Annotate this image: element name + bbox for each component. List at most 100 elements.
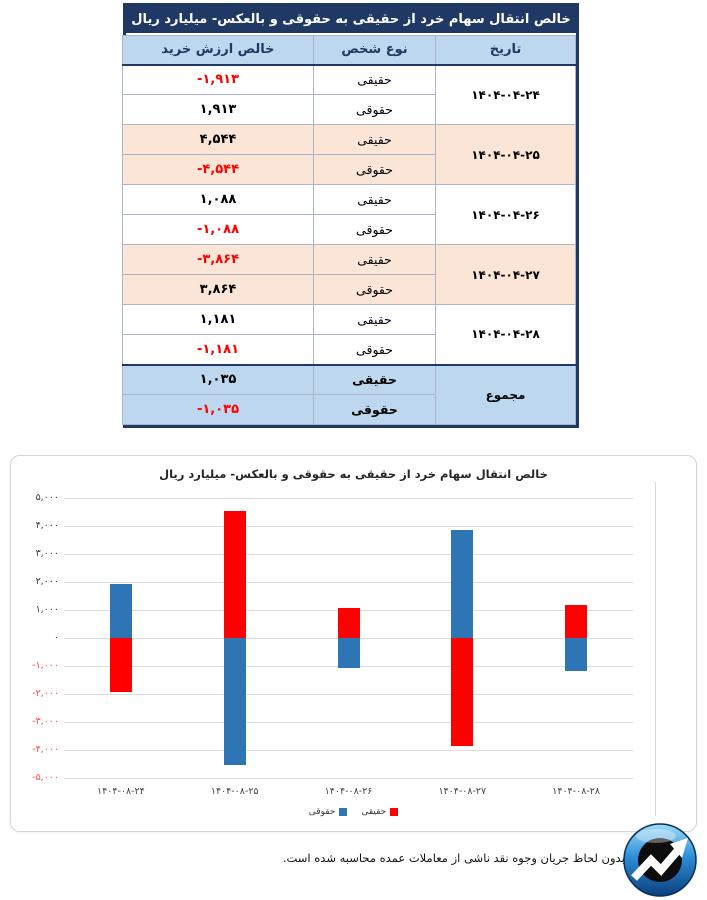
- legend-swatch: [339, 808, 348, 816]
- bar-positive: [451, 529, 474, 638]
- net-value-cell: ۴,۵۴۴: [122, 124, 314, 155]
- bar-negative: [451, 638, 474, 747]
- table-row: حقوقی ۱,۹۱۳: [122, 94, 576, 125]
- table-row: ۱۴۰۴-۰۴-۲۸ حقیقی ۱,۱۸۱: [122, 304, 576, 365]
- table-row: ۱۴۰۴-۰۴-۲۷ حقیقی -۳,۸۶۴: [122, 244, 576, 305]
- total-label-cell: مجموع: [435, 363, 576, 425]
- table-row: حقوقی -۱,۰۸۸: [122, 214, 576, 245]
- bar-positive: [337, 607, 360, 638]
- y-axis-tick-label: -۲,۰۰۰: [32, 688, 59, 699]
- net-value-cell: -۱,۱۸۱: [122, 334, 314, 365]
- chart-plot-area: [64, 498, 633, 779]
- person-type-cell: حقیقی: [313, 363, 436, 395]
- chart-title: خالص انتقال سهام خرد از حقیقی به حقوقی و…: [159, 467, 548, 481]
- y-axis-tick-label: ۴,۰۰۰: [35, 520, 59, 531]
- y-axis-tick-label: ۱,۰۰۰: [35, 604, 59, 615]
- date-cell: ۱۴۰۴-۰۴-۲۴: [435, 64, 576, 125]
- table-row: ۱۴۰۴-۰۴-۲۶ حقیقی ۱,۰۸۸: [122, 184, 576, 245]
- y-axis-tick-label: ۳,۰۰۰: [35, 548, 59, 559]
- gridline: [64, 498, 633, 499]
- legend-label: حقوقی: [308, 807, 336, 817]
- person-type-cell: حقوقی: [313, 394, 436, 425]
- chart-card: خالص انتقال سهام خرد از حقیقی به حقوقی و…: [10, 455, 697, 832]
- net-value-cell: -۳,۸۶۴: [122, 244, 314, 275]
- bar-negative: [337, 638, 360, 669]
- date-group: ۱۴۰۴-۰۴-۲۵ حقیقی ۴,۵۴۴ حقوقی -۴,۵۴۴: [122, 124, 576, 185]
- table-row: ۱۴۰۴-۰۴-۲۴ حقیقی -۱,۹۱۳: [122, 64, 576, 125]
- col-header-value: خالص ارزش خرید: [122, 35, 314, 66]
- net-value-cell: -۱,۰۸۸: [122, 214, 314, 245]
- x-axis-tick-label: ۱۴۰۴-۰۸-۲۴: [97, 786, 145, 797]
- y-axis-tick-label: -۳,۰۰۰: [32, 716, 59, 727]
- total-group: مجموع حقیقی ۱,۰۳۵ حقوقی -۱,۰۳۵: [122, 363, 576, 425]
- date-group: ۱۴۰۴-۰۴-۲۷ حقیقی -۳,۸۶۴ حقوقی ۳,۸۶۴: [122, 244, 576, 305]
- chart-legend: حقیقی حقوقی: [11, 807, 696, 817]
- transfers-table: خالص انتقال سهام خرد از حقیقی به حقوقی و…: [122, 3, 579, 428]
- x-axis-tick-label: ۱۴۰۴-۰۸-۲۷: [438, 786, 487, 797]
- net-value-cell: ۱,۰۳۵: [122, 363, 314, 395]
- person-type-cell: حقیقی: [313, 304, 436, 335]
- date-group: ۱۴۰۴-۰۴-۲۴ حقیقی -۱,۹۱۳ حقوقی ۱,۹۱۳: [122, 64, 576, 125]
- table-header-row: تاریخ نوع شخص خالص ارزش خرید: [122, 35, 576, 66]
- bar-positive: [565, 604, 588, 638]
- x-axis-tick-label: ۱۴۰۴-۰۸-۲۵: [210, 786, 259, 797]
- gridline: [64, 750, 633, 751]
- table-row: حقوقی -۱,۰۳۵: [122, 394, 576, 425]
- legend-swatch: [390, 808, 399, 816]
- net-value-cell: -۱,۰۳۵: [122, 394, 314, 425]
- bar-positive: [223, 510, 246, 638]
- plot-right-border: [655, 482, 656, 816]
- x-axis-tick-label: ۱۴۰۴-۰۸-۲۶: [324, 786, 373, 797]
- person-type-cell: حقوقی: [313, 94, 436, 125]
- date-group: ۱۴۰۴-۰۴-۲۶ حقیقی ۱,۰۸۸ حقوقی -۱,۰۸۸: [122, 184, 576, 245]
- gridline: [64, 526, 633, 527]
- legend-label: حقیقی: [361, 807, 387, 817]
- col-header-date: تاریخ: [435, 35, 576, 66]
- gridline: [64, 554, 633, 555]
- y-axis-tick-label: -۴,۰۰۰: [32, 744, 59, 755]
- person-type-cell: حقیقی: [313, 124, 436, 155]
- bar-negative: [109, 638, 132, 692]
- date-cell: ۱۴۰۴-۰۴-۲۸: [435, 304, 576, 365]
- person-type-cell: حقوقی: [313, 274, 436, 305]
- y-axis-tick-label: ۵,۰۰۰: [35, 492, 59, 503]
- net-value-cell: ۱,۹۱۳: [122, 94, 314, 125]
- y-axis-tick-label: ۰: [53, 632, 59, 643]
- person-type-cell: حقیقی: [313, 64, 436, 95]
- legend-entry: حقوقی: [309, 807, 348, 817]
- col-header-type: نوع شخص: [313, 35, 436, 66]
- person-type-cell: حقیقی: [313, 184, 436, 215]
- gridline: [64, 694, 633, 695]
- date-group: ۱۴۰۴-۰۴-۲۸ حقیقی ۱,۱۸۱ حقوقی -۱,۱۸۱: [122, 304, 576, 365]
- table-row: حقوقی -۴,۵۴۴: [122, 154, 576, 185]
- date-cell: ۱۴۰۴-۰۴-۲۷: [435, 244, 576, 305]
- bar-negative: [565, 638, 588, 672]
- x-axis-tick-label: ۱۴۰۴-۰۸-۲۸: [552, 786, 600, 797]
- person-type-cell: حقوقی: [313, 154, 436, 185]
- date-cell: ۱۴۰۴-۰۴-۲۵: [435, 124, 576, 185]
- net-value-cell: ۱,۱۸۱: [122, 304, 314, 335]
- gridline: [64, 722, 633, 723]
- table-row: مجموع حقیقی ۱,۰۳۵: [122, 363, 576, 425]
- footnote-text: ر فوق بدون لحاظ جریان وجوه نقد ناشی از م…: [282, 851, 658, 865]
- net-value-cell: ۳,۸۶۴: [122, 274, 314, 305]
- net-value-cell: -۱,۹۱۳: [122, 64, 314, 95]
- y-axis-tick-label: -۵,۰۰۰: [32, 772, 59, 783]
- net-value-cell: ۱,۰۸۸: [122, 184, 314, 215]
- person-type-cell: حقوقی: [313, 334, 436, 365]
- table-row: حقوقی -۱,۱۸۱: [122, 334, 576, 365]
- table-row: ۱۴۰۴-۰۴-۲۵ حقیقی ۴,۵۴۴: [122, 124, 576, 185]
- transfers-data-table: تاریخ نوع شخص خالص ارزش خرید ۱۴۰۴-۰۴-۲۴ …: [122, 35, 576, 425]
- table-row: حقوقی ۳,۸۶۴: [122, 274, 576, 305]
- gridline: [64, 582, 633, 583]
- date-cell: ۱۴۰۴-۰۴-۲۶: [435, 184, 576, 245]
- y-axis-tick-label: ۲,۰۰۰: [35, 576, 59, 587]
- bar-negative: [223, 638, 246, 766]
- rising-chart-logo-icon: [622, 822, 698, 898]
- bar-positive: [109, 584, 132, 638]
- gridline: [64, 778, 633, 779]
- person-type-cell: حقیقی: [313, 244, 436, 275]
- net-value-cell: -۴,۵۴۴: [122, 154, 314, 185]
- table-title: خالص انتقال سهام خرد از حقیقی به حقوقی و…: [126, 6, 576, 35]
